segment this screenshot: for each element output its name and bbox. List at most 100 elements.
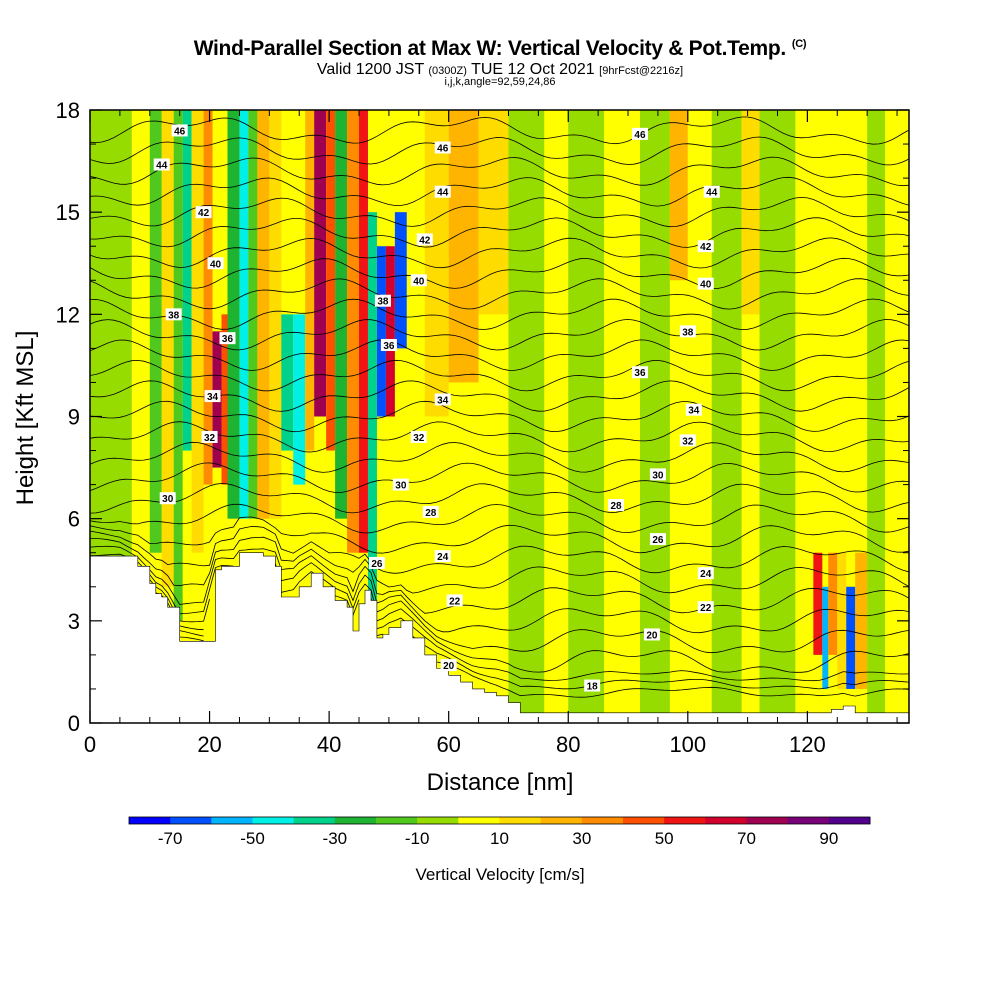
velocity-cell: [669, 110, 688, 281]
theta-contour-line: [90, 116, 909, 145]
theta-label-bg: [219, 332, 236, 345]
velocity-cell: [359, 110, 368, 553]
theta-label: 42: [419, 235, 431, 246]
valid-time: Valid 1200 JST: [316, 61, 424, 78]
velocity-cell: [269, 110, 282, 519]
theta-label: 46: [437, 143, 449, 154]
valid-time-utc: (0300Z): [428, 65, 467, 77]
theta-label: 34: [207, 392, 219, 403]
theta-label: 30: [162, 494, 174, 505]
colorbar-label: -10: [405, 829, 430, 848]
colorbar-swatch: [293, 817, 336, 824]
velocity-cell: [568, 110, 605, 723]
velocity-cell: [508, 110, 545, 723]
colorbar-swatch: [129, 817, 171, 824]
colorbar-swatch: [170, 817, 212, 824]
theta-contours: [90, 116, 909, 698]
colorbar-swatch: [499, 817, 542, 824]
theta-contour-line: [90, 441, 909, 473]
theta-contour-line: [90, 278, 909, 310]
velocity-cell: [161, 110, 174, 587]
theta-label-bg: [446, 594, 463, 607]
theta-label-bg: [434, 393, 451, 406]
colorbar-swatch: [581, 817, 624, 824]
chart-title: Wind-Parallel Section at Max W: Vertical…: [0, 37, 1000, 61]
y-tick-label: 12: [56, 302, 80, 327]
theta-label-bg: [679, 325, 696, 338]
theta-label: 38: [682, 327, 694, 338]
colorbar-label: 70: [737, 829, 756, 848]
theta-label-bg: [434, 141, 451, 154]
velocity-cell: [604, 110, 640, 723]
theta-label: 38: [168, 310, 180, 321]
forecast-info: [9hrFcst@2216z]: [599, 65, 684, 77]
theta-label-bg: [201, 430, 218, 443]
velocity-cell: [131, 110, 150, 553]
theta-contour-line: [90, 536, 909, 594]
theta-label: 40: [700, 280, 712, 291]
theta-label: 44: [437, 188, 449, 199]
velocity-cell: [448, 110, 479, 383]
velocity-cell: [248, 110, 258, 519]
theta-label: 32: [204, 433, 216, 444]
theta-contour-line: [90, 156, 909, 187]
velocity-cell: [149, 110, 162, 553]
theta-contour-line: [90, 176, 909, 207]
theta-label: 40: [210, 259, 222, 270]
colorbar-swatch: [828, 817, 871, 824]
colorbar: -70 -50 -30 -10 10 30 50 70 90: [128, 816, 871, 848]
theta-label-bg: [153, 158, 170, 171]
velocity-cell: [367, 212, 377, 621]
theta-label: 38: [377, 297, 389, 308]
velocity-cell: [376, 246, 386, 417]
theta-contour-line: [179, 633, 909, 690]
theta-contour-line: [430, 658, 909, 698]
theta-label-bg: [416, 233, 433, 246]
theta-label-bg: [649, 468, 666, 481]
theta-contour-line: [90, 339, 909, 371]
theta-label-bg: [410, 430, 427, 443]
grid-indices: i,j,k,angle=92,59,24,86: [444, 76, 556, 88]
theta-contour-line: [90, 400, 909, 433]
theta-label-bg: [643, 628, 660, 641]
theta-contour-line: [90, 545, 909, 614]
terrain-surface: [90, 552, 909, 723]
theta-label: 22: [449, 596, 461, 607]
velocity-cell: [711, 110, 742, 723]
theta-label-bg: [649, 533, 666, 546]
theta-label-bg: [165, 308, 182, 321]
chart-subtitle: Valid 1200 JST (0300Z) TUE 12 Oct 2021 […: [0, 61, 1000, 79]
theta-label-bg: [195, 206, 212, 219]
x-tick-label: 0: [84, 732, 96, 757]
velocity-cell: [203, 110, 213, 485]
theta-label: 26: [652, 535, 664, 546]
theta-contour-line: [90, 553, 909, 634]
velocity-cell: [305, 110, 315, 451]
velocity-cell: [173, 110, 183, 621]
colorbar-swatch: [540, 817, 583, 824]
colorbar-title: Vertical Velocity [cm/s]: [415, 865, 584, 884]
theta-label: 26: [371, 559, 383, 570]
velocity-cell: [227, 110, 240, 519]
colorbar-swatch: [623, 817, 665, 824]
theta-contour-line: [90, 257, 909, 289]
copyright-mark: (C): [791, 38, 807, 50]
theta-label-bg: [434, 185, 451, 198]
theta-label-bg: [697, 601, 714, 614]
theta-contour-line: [90, 136, 909, 166]
theta-label: 36: [634, 368, 646, 379]
theta-label: 34: [688, 406, 700, 417]
velocity-cell: [822, 586, 829, 689]
velocity-cell: [795, 110, 814, 723]
theta-label-bg: [608, 499, 625, 512]
theta-label-bg: [392, 478, 409, 491]
theta-contour-labels: 46 44 42 40 38 36 34 32 30 46 44 42 40 38 36 34 32 30 28 26…: [153, 124, 720, 693]
velocity-cell: [182, 110, 192, 451]
theta-label: 20: [443, 661, 455, 672]
x-tick-label: 60: [436, 732, 460, 757]
theta-label: 46: [174, 126, 186, 137]
theta-label-bg: [703, 185, 720, 198]
x-tick-label: 20: [197, 732, 221, 757]
theta-label: 36: [222, 334, 234, 345]
